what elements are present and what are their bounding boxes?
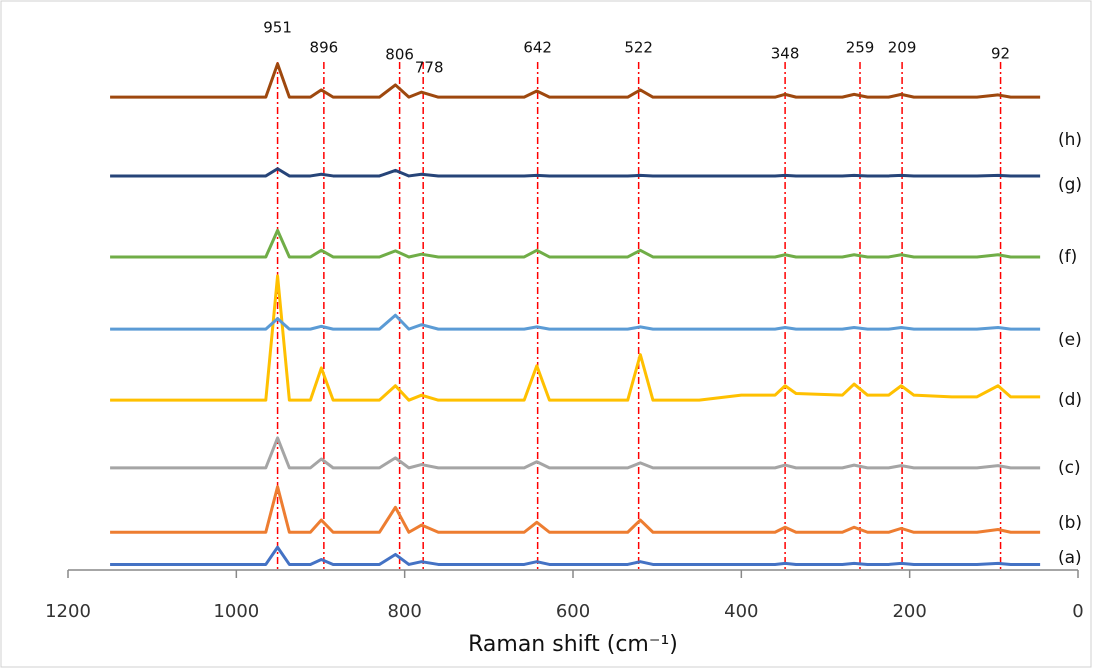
- series-label: (e): [1058, 330, 1082, 350]
- x-tick-label: 400: [724, 601, 758, 622]
- x-tick-label: 200: [892, 601, 926, 622]
- x-axis-title: Raman shift (cm⁻¹): [468, 632, 678, 657]
- series-label: (b): [1058, 513, 1082, 533]
- peak-label: 951: [263, 19, 292, 37]
- series-label: (f): [1058, 247, 1077, 267]
- spectrum-line: [110, 545, 1041, 566]
- peak-label: 259: [846, 39, 875, 57]
- spectrum-line: [110, 62, 1041, 99]
- spectrum-line: [110, 274, 1041, 402]
- peak-label: 896: [310, 39, 339, 57]
- peak-label: 778: [415, 59, 444, 77]
- series-label: (h): [1058, 130, 1082, 150]
- spectrum-line: [110, 436, 1041, 470]
- x-tick-label: 0: [1072, 601, 1083, 622]
- spectrum-line: [110, 167, 1041, 178]
- spectrum-line: [110, 485, 1041, 534]
- x-tick-label: 1000: [213, 601, 259, 622]
- peak-label: 348: [771, 45, 800, 63]
- peak-label: 92: [991, 45, 1010, 63]
- x-tick-label: 800: [387, 601, 421, 622]
- series-label: (g): [1058, 175, 1082, 195]
- series-label: (c): [1058, 458, 1081, 478]
- peak-label: 209: [888, 39, 917, 57]
- peak-label: 522: [624, 39, 653, 57]
- x-tick-label: 600: [556, 601, 590, 622]
- series-label: (d): [1058, 390, 1082, 410]
- peak-label: 806: [385, 46, 414, 64]
- peak-label: 642: [523, 39, 552, 57]
- spectrum-line: [110, 228, 1041, 259]
- series-label: (a): [1058, 548, 1082, 568]
- x-tick-label: 1200: [45, 601, 91, 622]
- spectrum-line: [110, 313, 1041, 331]
